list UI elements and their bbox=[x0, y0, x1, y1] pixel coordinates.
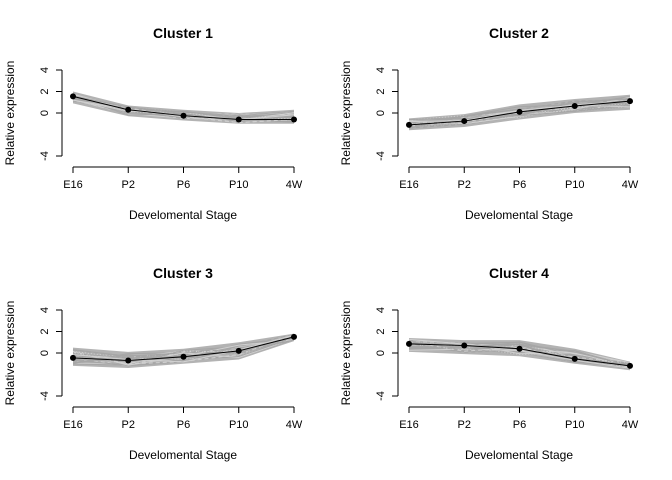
mean-point bbox=[291, 116, 297, 123]
y-tick-label: 0 bbox=[39, 110, 51, 116]
mean-point bbox=[627, 98, 633, 105]
chart-title: Cluster 2 bbox=[489, 25, 549, 41]
profile-band bbox=[408, 337, 631, 371]
x-axis-label: Develomental Stage bbox=[129, 208, 237, 222]
profile-line bbox=[72, 336, 295, 367]
chart-title: Cluster 3 bbox=[153, 265, 213, 281]
x-tick-label: P2 bbox=[122, 419, 135, 431]
x-tick-label: 4W bbox=[622, 179, 639, 191]
mean-point bbox=[406, 121, 412, 128]
y-axis: 4 2 0 -4 bbox=[39, 307, 63, 401]
profile-line bbox=[408, 341, 631, 364]
x-tick-label: P2 bbox=[458, 419, 471, 431]
x-axis-label: Develomental Stage bbox=[465, 208, 573, 222]
y-axis: 4 2 0 -4 bbox=[375, 307, 399, 401]
x-axis: E16 P2 P6 P10 4W bbox=[399, 166, 639, 191]
profile-line bbox=[408, 342, 631, 364]
x-tick-label: P10 bbox=[565, 179, 585, 191]
mean-point bbox=[235, 116, 242, 123]
y-tick-label: 0 bbox=[375, 350, 387, 356]
x-tick-label: P6 bbox=[177, 179, 190, 191]
y-tick-label: 2 bbox=[375, 328, 387, 334]
mean-point bbox=[627, 362, 633, 369]
x-tick-label: 4W bbox=[286, 419, 303, 431]
profile-line bbox=[72, 334, 295, 363]
mean-point bbox=[406, 340, 412, 347]
x-tick-label: P6 bbox=[513, 419, 526, 431]
x-tick-label: P2 bbox=[458, 179, 471, 191]
x-tick-label: E16 bbox=[63, 419, 83, 431]
y-axis-label: Relative expression bbox=[3, 301, 17, 406]
y-tick-label: -4 bbox=[375, 391, 387, 401]
x-tick-label: E16 bbox=[399, 179, 419, 191]
mean-point bbox=[180, 112, 187, 119]
y-tick-label: -4 bbox=[375, 151, 387, 161]
x-tick-label: P10 bbox=[565, 419, 585, 431]
profile-band bbox=[72, 333, 295, 369]
y-tick-label: 2 bbox=[375, 88, 387, 94]
mean-point bbox=[291, 333, 297, 340]
profile-line bbox=[408, 104, 631, 124]
chart-title: Cluster 1 bbox=[153, 25, 213, 41]
y-axis-label: Relative expression bbox=[339, 61, 353, 166]
mean-point bbox=[516, 345, 523, 352]
profile-line bbox=[72, 338, 295, 366]
profile-band bbox=[72, 91, 295, 124]
panel-cluster-4: Cluster 4 E16 P2 P6 P10 4W Develomental Stage 4… bbox=[339, 265, 639, 462]
y-tick-label: 4 bbox=[375, 307, 387, 313]
y-axis: 4 2 0 -4 bbox=[39, 67, 63, 161]
x-axis-label: Develomental Stage bbox=[465, 448, 573, 462]
y-tick-label: 2 bbox=[39, 88, 51, 94]
x-tick-label: E16 bbox=[399, 419, 419, 431]
y-tick-label: -4 bbox=[39, 391, 51, 401]
x-tick-label: E16 bbox=[63, 179, 83, 191]
mean-point bbox=[461, 342, 468, 349]
mean-point bbox=[235, 347, 242, 354]
mean-point bbox=[516, 108, 523, 115]
mean-point bbox=[571, 355, 578, 362]
panel-cluster-3: Cluster 3 E16 P2 P6 P10 4W Develomental Stage 4… bbox=[3, 265, 303, 462]
x-tick-label: 4W bbox=[622, 419, 639, 431]
x-axis-label: Develomental Stage bbox=[129, 448, 237, 462]
y-tick-label: 4 bbox=[39, 307, 51, 313]
panel-cluster-1: Cluster 1 E16 P2 P6 P10 4W Develomental Stage 4… bbox=[3, 25, 303, 222]
mean-point bbox=[125, 106, 132, 113]
x-tick-label: P10 bbox=[229, 179, 249, 191]
y-tick-label: 2 bbox=[39, 328, 51, 334]
x-axis: E16 P2 P6 P10 4W bbox=[399, 406, 639, 431]
y-tick-label: 4 bbox=[375, 67, 387, 73]
y-tick-label: 0 bbox=[39, 350, 51, 356]
panel-cluster-2: Cluster 2 E16 P2 P6 P10 4W Develomental Stage 4… bbox=[339, 25, 639, 222]
y-axis: 4 2 0 -4 bbox=[375, 67, 399, 161]
x-tick-label: P6 bbox=[177, 419, 190, 431]
x-tick-label: 4W bbox=[286, 179, 303, 191]
y-axis-label: Relative expression bbox=[3, 61, 17, 166]
mean-point bbox=[571, 103, 578, 110]
x-tick-label: P2 bbox=[122, 179, 135, 191]
y-tick-label: 4 bbox=[39, 67, 51, 73]
y-axis-label: Relative expression bbox=[339, 301, 353, 406]
profile-line bbox=[408, 103, 631, 121]
x-axis: E16 P2 P6 P10 4W bbox=[63, 406, 303, 431]
mean-point bbox=[70, 354, 76, 361]
y-tick-label: -4 bbox=[39, 151, 51, 161]
profile-line bbox=[408, 341, 631, 370]
mean-point bbox=[70, 93, 76, 100]
mean-point bbox=[461, 118, 468, 125]
x-axis: E16 P2 P6 P10 4W bbox=[63, 166, 303, 191]
x-tick-label: P6 bbox=[513, 179, 526, 191]
mean-point bbox=[125, 357, 132, 364]
y-tick-label: 0 bbox=[375, 110, 387, 116]
profile-line bbox=[408, 106, 631, 127]
mean-point bbox=[180, 353, 187, 360]
x-tick-label: P10 bbox=[229, 419, 249, 431]
profile-line bbox=[408, 98, 631, 129]
chart-title: Cluster 4 bbox=[489, 265, 549, 281]
profile-line bbox=[72, 339, 295, 363]
